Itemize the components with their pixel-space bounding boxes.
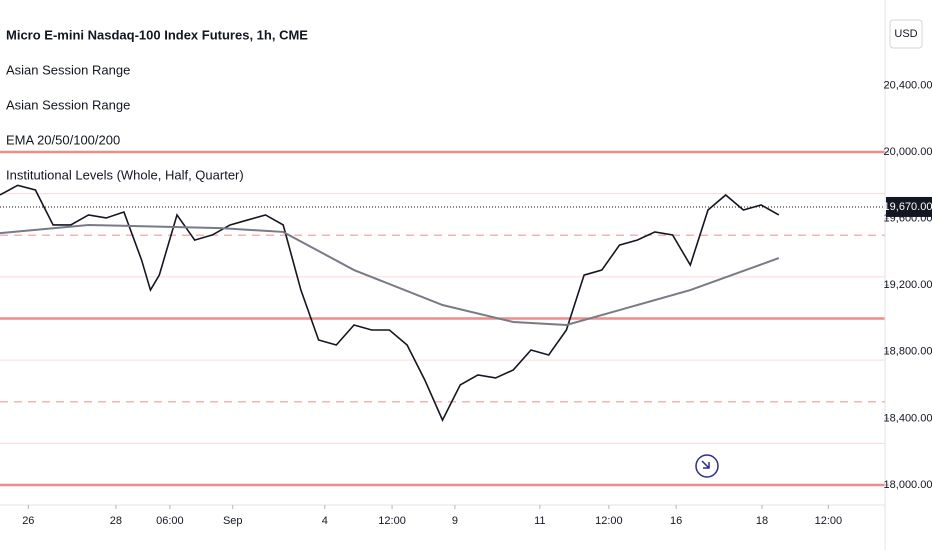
y-tick-label: 18,000.00 — [884, 479, 932, 491]
y-tick-label: 20,400.00 — [884, 79, 932, 91]
y-tick-label: 20,000.00 — [884, 146, 932, 158]
y-tick-label: 18,400.00 — [884, 412, 932, 424]
price-line — [0, 184, 780, 422]
x-tick-label: 12:00 — [595, 515, 623, 527]
x-tick-label: 28 — [110, 515, 122, 527]
x-tick-label: 4 — [322, 515, 328, 527]
last-price-label: 19,670.00 — [884, 201, 932, 213]
chart-title: Micro E-mini Nasdaq-100 Index Futures, 1… — [6, 27, 308, 42]
plot-area — [0, 150, 885, 487]
last-price-box — [886, 196, 932, 217]
y-tick-label: 18,800.00 — [884, 346, 932, 358]
y-tick-label: 19,200.00 — [884, 279, 932, 291]
indicator: Asian Session Range — [6, 97, 130, 112]
x-tick-label: 06:00 — [156, 515, 184, 527]
indicator: EMA 20/50/100/200 — [6, 132, 120, 147]
replay-icon[interactable] — [695, 454, 719, 478]
x-tick-label: 9 — [452, 515, 458, 527]
x-tick-label: 26 — [22, 515, 34, 527]
x-tick-label: 18 — [756, 515, 768, 527]
x-tick-label: Sep — [223, 515, 243, 527]
x-tick-label: 12:00 — [815, 515, 843, 527]
currency: USD — [894, 28, 917, 40]
indicator: Asian Session Range — [6, 62, 130, 77]
currency-button[interactable] — [889, 19, 923, 49]
price-line — [0, 223, 780, 327]
x-tick-label: 12:00 — [378, 515, 406, 527]
indicator: Institutional Levels (Whole, Half, Quart… — [6, 167, 244, 182]
x-tick-label: 11 — [534, 515, 545, 527]
x-tick-label: 16 — [670, 515, 682, 527]
